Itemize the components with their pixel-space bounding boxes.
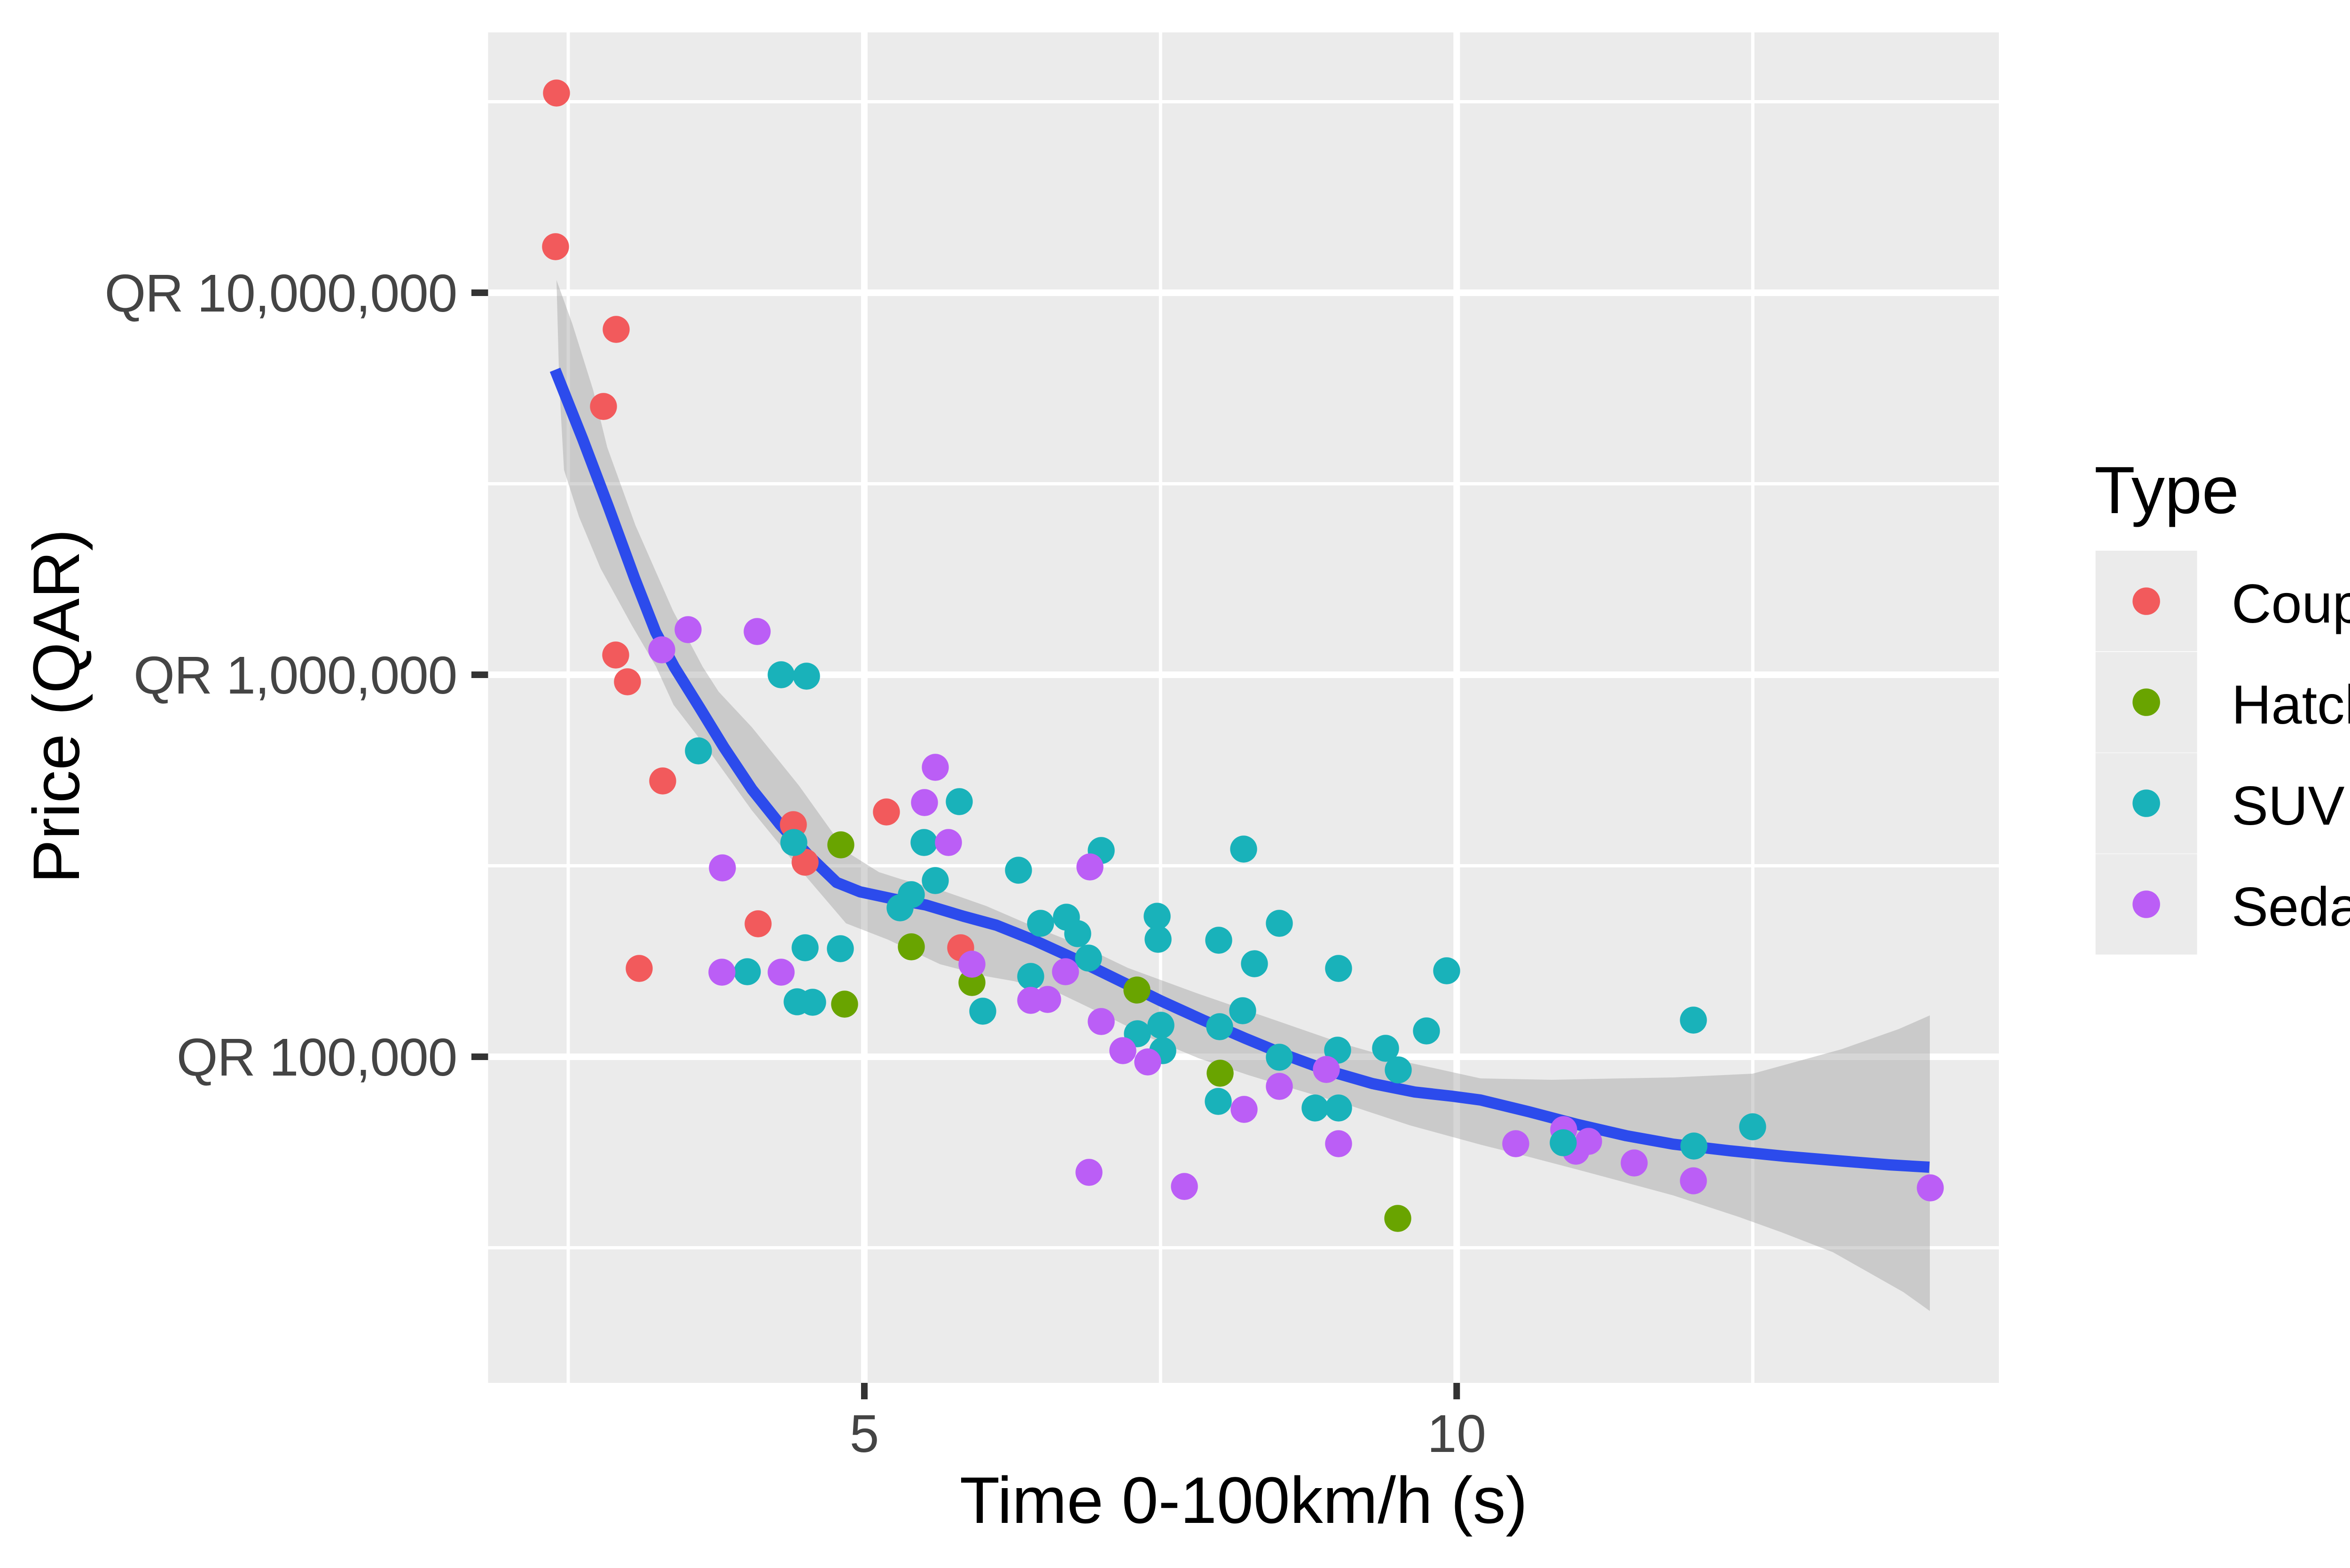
svg-text:QR 100,000: QR 100,000 [177,1028,457,1087]
svg-text:Coupe: Coupe [2232,573,2350,634]
svg-text:Hatchback: Hatchback [2232,674,2350,735]
svg-text:Type: Type [2094,453,2239,528]
svg-text:10: 10 [1427,1404,1486,1463]
svg-text:Price (QAR): Price (QAR) [19,529,93,883]
svg-text:QR 1,000,000: QR 1,000,000 [133,646,457,705]
svg-text:5: 5 [850,1404,879,1463]
svg-text:QR 10,000,000: QR 10,000,000 [104,264,457,323]
svg-text:Time 0-100km/h (s): Time 0-100km/h (s) [960,1463,1528,1537]
svg-text:Sedan: Sedan [2232,876,2350,937]
svg-text:SUV: SUV [2232,775,2345,836]
